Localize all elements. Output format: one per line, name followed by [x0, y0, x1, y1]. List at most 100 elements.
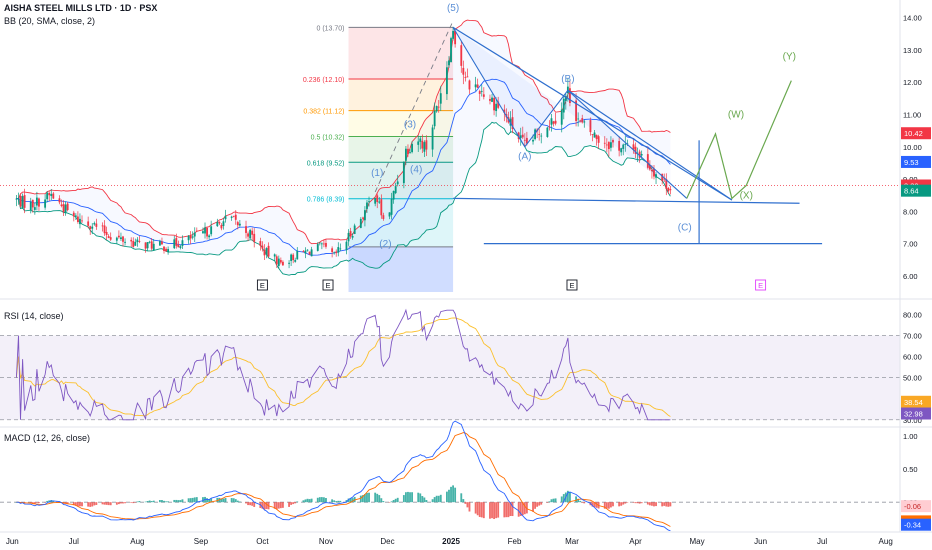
- candle-body: [21, 196, 24, 209]
- macd-histogram-bar: [534, 502, 537, 509]
- candle-body: [511, 117, 514, 130]
- candle-body: [337, 247, 340, 253]
- candle-body: [378, 201, 381, 203]
- candle-body: [19, 195, 22, 207]
- candle-body: [236, 222, 239, 226]
- macd-histogram-bar: [618, 502, 621, 507]
- macd-histogram-bar: [167, 501, 170, 503]
- candle-body: [605, 144, 608, 146]
- candle-body: [437, 106, 440, 108]
- fib-level-label: 0 (13.70): [316, 25, 344, 32]
- candle-body: [206, 227, 208, 237]
- macd-histogram-bar: [382, 501, 385, 503]
- candle-body: [380, 199, 383, 216]
- candle-body: [290, 254, 293, 261]
- macd-histogram-bar: [388, 502, 391, 503]
- candle-body: [259, 241, 262, 246]
- macd-histogram-bar: [591, 502, 594, 507]
- macd-histogram-bar: [222, 498, 225, 503]
- macd-histogram-bar: [306, 498, 309, 503]
- candle-body: [421, 140, 424, 149]
- fib-level-label: 0.236 (12.10): [303, 77, 345, 84]
- wxy-projection-path: [686, 80, 792, 200]
- fib-zone: [348, 162, 454, 199]
- macd-histogram-bar: [158, 500, 161, 503]
- macd-histogram-bar: [552, 498, 555, 503]
- inner-trendline: [567, 89, 733, 201]
- macd-histogram-bar: [208, 499, 211, 503]
- candle-body: [653, 168, 655, 177]
- macd-histogram-bar: [507, 502, 510, 518]
- fib-zone: [348, 110, 454, 137]
- macd-histogram-bar: [661, 502, 664, 507]
- macd-histogram-bar: [361, 495, 364, 503]
- candle-body: [331, 248, 334, 253]
- macd-histogram-bar: [296, 501, 299, 503]
- macd-histogram-bar: [325, 498, 327, 503]
- macd-histogram-bar: [38, 502, 40, 504]
- macd-histogram-bar: [76, 502, 79, 507]
- candle-body: [349, 231, 352, 237]
- macd-histogram-bar: [202, 497, 204, 503]
- bollinger-legend: BB (20, SMA, close, 2): [4, 16, 96, 26]
- macd-histogram-bar: [46, 500, 49, 503]
- macd-histogram-bar: [316, 497, 319, 503]
- candle-body: [44, 199, 47, 208]
- macd-histogram-bar: [653, 502, 655, 507]
- macd-histogram-bar: [478, 502, 481, 517]
- rsi-tick-label: 80.00: [903, 310, 922, 319]
- fib-level-label: 0.5 (10.32): [311, 134, 345, 141]
- macd-histogram-bar: [536, 502, 539, 507]
- macd-histogram-bar: [409, 492, 411, 503]
- macd-histogram-bar: [136, 501, 139, 503]
- candle-body: [204, 227, 206, 234]
- candle-body: [497, 101, 500, 108]
- macd-histogram-bar: [468, 502, 471, 512]
- candle-body: [275, 256, 278, 265]
- macd-histogram-bar: [322, 497, 325, 503]
- rsi-ma-line: [15, 317, 671, 417]
- macd-histogram-bar: [294, 502, 297, 504]
- candle-body: [476, 84, 479, 88]
- macd-histogram-bar: [195, 497, 198, 503]
- time-tick-label: Aug: [130, 537, 144, 546]
- macd-histogram-bar: [632, 502, 635, 503]
- macd-histogram-bar: [411, 492, 413, 503]
- macd-histogram-bar: [575, 496, 578, 503]
- fib-level-label: 0.618 (9.52): [307, 160, 345, 167]
- candle-body: [646, 154, 649, 168]
- macd-histogram-bar: [91, 502, 94, 507]
- macd-histogram-bar: [612, 502, 614, 507]
- macd-histogram-bar: [419, 493, 422, 503]
- candle-body: [591, 134, 594, 135]
- macd-histogram-bar: [351, 498, 354, 503]
- candle-body: [158, 241, 161, 246]
- candle-body: [339, 248, 342, 250]
- candle-body: [669, 189, 672, 191]
- candle-body: [405, 148, 407, 161]
- rsi-line: [15, 308, 671, 421]
- wave-label: (X): [740, 190, 753, 201]
- candle-body: [220, 225, 223, 229]
- macd-histogram-bar: [288, 502, 290, 507]
- wave-label: (5): [447, 3, 459, 14]
- candle-body: [491, 97, 493, 102]
- candle-body: [489, 99, 491, 101]
- candle-body: [651, 169, 653, 172]
- candle-body: [361, 217, 364, 219]
- candle-body: [452, 30, 454, 39]
- candle-body: [189, 235, 192, 239]
- macd-histogram-bar: [546, 502, 549, 503]
- macd-histogram-bar: [394, 498, 397, 503]
- macd-histogram-bar: [538, 502, 541, 506]
- macd-signal-line: [16, 432, 671, 527]
- macd-histogram-bar: [165, 501, 167, 503]
- macd-histogram-bar: [392, 500, 395, 503]
- macd-histogram-bar: [210, 498, 213, 503]
- price-tick-label: 13.00: [903, 46, 922, 55]
- candle-body: [23, 195, 26, 208]
- candle-body: [130, 239, 133, 242]
- macd-histogram-bar: [437, 495, 440, 503]
- macd-histogram-bar: [161, 500, 163, 503]
